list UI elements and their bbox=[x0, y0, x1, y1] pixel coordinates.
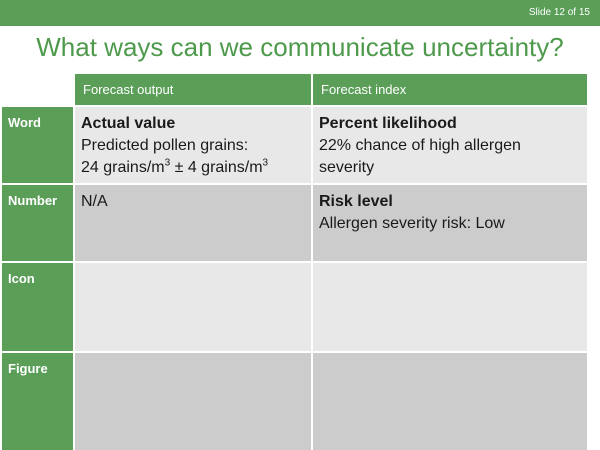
cell-figure-forecast-index bbox=[311, 351, 587, 450]
slide-number: Slide 12 of 15 bbox=[528, 7, 590, 18]
uncertainty-table: Forecast output Forecast index Word Actu… bbox=[0, 72, 587, 450]
row-header-figure: Figure bbox=[0, 351, 73, 450]
slide-title: What ways can we communicate uncertainty… bbox=[36, 32, 564, 62]
row-header-icon: Icon bbox=[0, 261, 73, 351]
table-corner bbox=[0, 72, 73, 105]
cell-text: 22% chance of high allergen bbox=[319, 137, 521, 154]
cell-figure-forecast-output bbox=[73, 351, 311, 450]
column-header-forecast-output: Forecast output bbox=[73, 72, 311, 105]
cell-number-forecast-output: N/A bbox=[73, 183, 311, 261]
cell-heading: Actual value bbox=[81, 115, 176, 132]
row-header-number: Number bbox=[0, 183, 73, 261]
column-header-forecast-index: Forecast index bbox=[311, 72, 587, 105]
cell-heading: Risk level bbox=[319, 193, 393, 210]
cell-icon-forecast-index bbox=[311, 261, 587, 351]
cell-text: severity bbox=[319, 159, 375, 176]
slide-header-bar: Slide 12 of 15 bbox=[0, 0, 600, 26]
cell-heading: Percent likelihood bbox=[319, 115, 457, 132]
cell-number-forecast-index: Risk level Allergen severity risk: Low bbox=[311, 183, 587, 261]
cell-text: Allergen severity risk: Low bbox=[319, 215, 505, 232]
cell-word-forecast-output: Actual value Predicted pollen grains: 24… bbox=[73, 105, 311, 183]
cell-icon-forecast-output bbox=[73, 261, 311, 351]
cell-text-units: 24 grains/m3 ± 4 grains/m3 bbox=[81, 157, 269, 176]
cell-text: N/A bbox=[81, 193, 108, 210]
cell-word-forecast-index: Percent likelihood 22% chance of high al… bbox=[311, 105, 587, 183]
row-header-word: Word bbox=[0, 105, 73, 183]
cell-text: Predicted pollen grains: bbox=[81, 137, 249, 154]
